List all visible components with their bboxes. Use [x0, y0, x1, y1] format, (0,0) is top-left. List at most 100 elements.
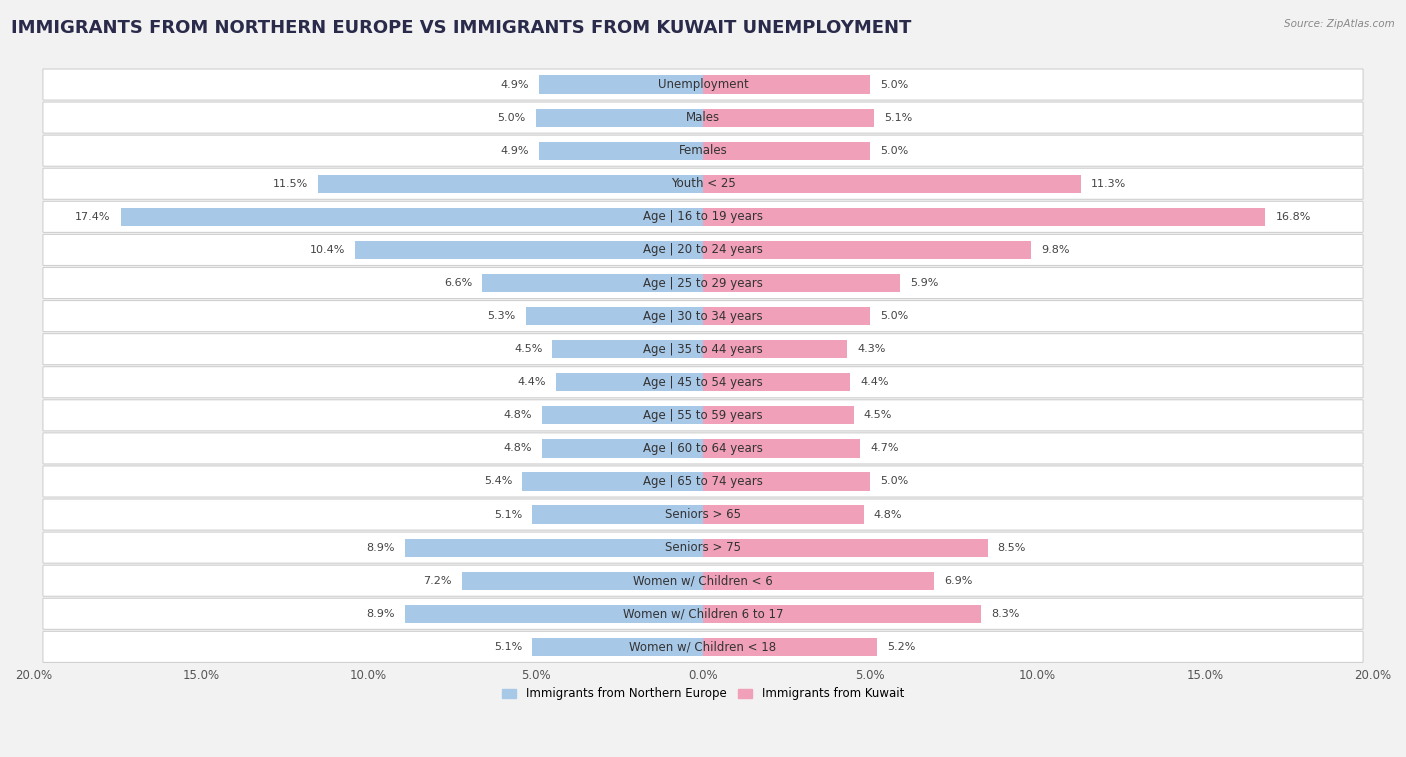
FancyBboxPatch shape [44, 235, 1362, 266]
Text: 5.9%: 5.9% [911, 278, 939, 288]
Bar [482, 274, 703, 292]
Bar [121, 207, 703, 226]
Bar [703, 506, 863, 524]
Bar [405, 605, 703, 623]
Text: 5.4%: 5.4% [484, 476, 512, 487]
FancyBboxPatch shape [44, 532, 1362, 563]
Text: 4.8%: 4.8% [503, 444, 533, 453]
Text: 5.0%: 5.0% [880, 79, 908, 89]
Text: 11.5%: 11.5% [273, 179, 308, 188]
Bar [543, 439, 703, 457]
Text: Youth < 25: Youth < 25 [671, 177, 735, 190]
Text: Seniors > 65: Seniors > 65 [665, 508, 741, 521]
FancyBboxPatch shape [44, 466, 1362, 497]
Text: Women w/ Children < 6: Women w/ Children < 6 [633, 575, 773, 587]
Text: 7.2%: 7.2% [423, 576, 451, 586]
Text: Males: Males [686, 111, 720, 124]
Bar [703, 175, 1081, 193]
Text: 5.1%: 5.1% [884, 113, 912, 123]
Text: Age | 45 to 54 years: Age | 45 to 54 years [643, 375, 763, 389]
Text: Age | 35 to 44 years: Age | 35 to 44 years [643, 343, 763, 356]
Bar [703, 439, 860, 457]
Bar [703, 605, 981, 623]
Text: Unemployment: Unemployment [658, 78, 748, 91]
Text: 16.8%: 16.8% [1275, 212, 1310, 222]
Bar [703, 572, 934, 590]
Bar [463, 572, 703, 590]
Bar [703, 638, 877, 656]
FancyBboxPatch shape [44, 201, 1362, 232]
Bar [354, 241, 703, 259]
Text: Source: ZipAtlas.com: Source: ZipAtlas.com [1284, 19, 1395, 29]
Text: 5.0%: 5.0% [880, 145, 908, 156]
Text: 4.3%: 4.3% [858, 344, 886, 354]
Text: 5.0%: 5.0% [498, 113, 526, 123]
Text: 4.8%: 4.8% [503, 410, 533, 420]
Bar [522, 472, 703, 491]
Text: 4.9%: 4.9% [501, 79, 529, 89]
Bar [405, 538, 703, 556]
Text: 5.1%: 5.1% [494, 509, 522, 519]
Bar [543, 407, 703, 425]
FancyBboxPatch shape [44, 499, 1362, 530]
Text: 10.4%: 10.4% [309, 245, 344, 255]
Text: 8.3%: 8.3% [991, 609, 1019, 618]
FancyBboxPatch shape [44, 301, 1362, 332]
FancyBboxPatch shape [44, 136, 1362, 167]
Text: 4.5%: 4.5% [863, 410, 891, 420]
Bar [703, 142, 870, 160]
Text: Age | 55 to 59 years: Age | 55 to 59 years [643, 409, 763, 422]
Text: 5.2%: 5.2% [887, 642, 915, 652]
FancyBboxPatch shape [44, 69, 1362, 100]
Bar [555, 373, 703, 391]
Text: 4.7%: 4.7% [870, 444, 898, 453]
Bar [318, 175, 703, 193]
Bar [553, 340, 703, 358]
Text: 4.4%: 4.4% [517, 377, 546, 388]
Bar [703, 207, 1265, 226]
FancyBboxPatch shape [44, 598, 1362, 629]
Text: 5.0%: 5.0% [880, 311, 908, 321]
Text: 5.0%: 5.0% [880, 476, 908, 487]
Text: 6.9%: 6.9% [943, 576, 973, 586]
Text: Females: Females [679, 144, 727, 157]
Bar [538, 142, 703, 160]
Bar [703, 472, 870, 491]
Bar [703, 108, 873, 126]
FancyBboxPatch shape [44, 400, 1362, 431]
FancyBboxPatch shape [44, 366, 1362, 397]
Bar [703, 307, 870, 326]
FancyBboxPatch shape [44, 433, 1362, 464]
Text: 5.1%: 5.1% [494, 642, 522, 652]
Text: Seniors > 75: Seniors > 75 [665, 541, 741, 554]
Bar [533, 638, 703, 656]
Text: 17.4%: 17.4% [75, 212, 111, 222]
Bar [703, 76, 870, 94]
FancyBboxPatch shape [44, 631, 1362, 662]
Bar [703, 538, 987, 556]
Bar [703, 373, 851, 391]
FancyBboxPatch shape [44, 334, 1362, 365]
Bar [703, 407, 853, 425]
Text: 9.8%: 9.8% [1040, 245, 1070, 255]
Bar [533, 506, 703, 524]
Text: 5.3%: 5.3% [488, 311, 516, 321]
Text: 11.3%: 11.3% [1091, 179, 1126, 188]
Text: Age | 16 to 19 years: Age | 16 to 19 years [643, 210, 763, 223]
FancyBboxPatch shape [44, 102, 1362, 133]
FancyBboxPatch shape [44, 267, 1362, 298]
Text: 8.9%: 8.9% [367, 543, 395, 553]
FancyBboxPatch shape [44, 168, 1362, 199]
Bar [536, 108, 703, 126]
Text: 8.9%: 8.9% [367, 609, 395, 618]
Bar [703, 340, 846, 358]
Text: Age | 60 to 64 years: Age | 60 to 64 years [643, 442, 763, 455]
Text: 4.8%: 4.8% [873, 509, 903, 519]
Text: Women w/ Children 6 to 17: Women w/ Children 6 to 17 [623, 607, 783, 620]
Text: Women w/ Children < 18: Women w/ Children < 18 [630, 640, 776, 653]
Bar [703, 274, 900, 292]
Legend: Immigrants from Northern Europe, Immigrants from Kuwait: Immigrants from Northern Europe, Immigra… [498, 683, 908, 706]
Text: 4.4%: 4.4% [860, 377, 889, 388]
Text: Age | 65 to 74 years: Age | 65 to 74 years [643, 475, 763, 488]
Text: 6.6%: 6.6% [444, 278, 472, 288]
